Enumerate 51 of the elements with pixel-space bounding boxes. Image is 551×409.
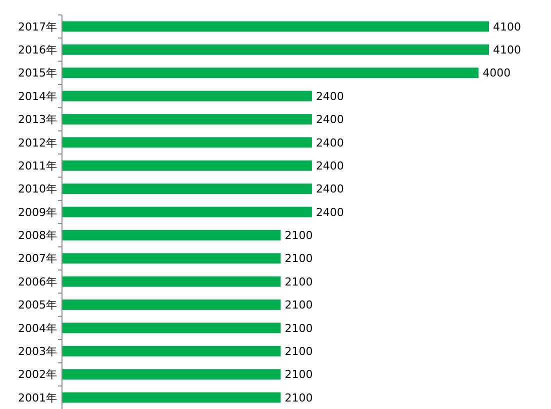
y-tick-label: 2009年 xyxy=(18,206,57,219)
data-label: 2100 xyxy=(284,275,313,288)
data-label: 2100 xyxy=(284,252,313,266)
bar xyxy=(62,160,312,171)
y-tick-label: 2003年 xyxy=(18,344,57,358)
y-tick-label: 2001年 xyxy=(18,391,57,404)
bar xyxy=(62,369,281,380)
data-label: 2100 xyxy=(284,344,313,358)
y-tick-label: 2017年 xyxy=(18,20,57,34)
data-label: 2400 xyxy=(316,113,344,126)
bar xyxy=(62,137,312,148)
bar xyxy=(62,44,489,55)
bar xyxy=(62,114,312,124)
y-tick-label: 2006年 xyxy=(18,275,57,288)
y-tick-label: 2010年 xyxy=(18,182,57,196)
data-label: 2400 xyxy=(316,159,344,172)
data-label: 2100 xyxy=(284,298,313,312)
y-tick-label: 2016年 xyxy=(18,44,57,57)
bar xyxy=(62,206,312,218)
data-label: 2400 xyxy=(316,136,344,150)
y-tick-label: 2004年 xyxy=(18,322,57,335)
data-label: 4100 xyxy=(493,20,521,34)
bar xyxy=(62,184,312,194)
y-tick-label: 2002年 xyxy=(18,368,57,382)
data-label: 2100 xyxy=(284,229,313,242)
y-tick-label: 2008年 xyxy=(18,229,57,242)
bar xyxy=(62,346,281,356)
bar xyxy=(62,253,281,264)
data-label: 2100 xyxy=(284,368,313,382)
data-label: 2100 xyxy=(284,322,313,335)
y-tick-label: 2005年 xyxy=(18,298,57,312)
data-label: 2400 xyxy=(316,182,344,196)
y-tick-label: 2014年 xyxy=(18,90,57,103)
bar xyxy=(62,68,479,78)
data-label: 2400 xyxy=(316,90,344,103)
bar xyxy=(62,276,281,287)
y-tick-label: 2013年 xyxy=(18,113,57,126)
data-label: 4100 xyxy=(493,44,521,57)
bar xyxy=(62,392,281,403)
bar xyxy=(62,90,312,102)
bar xyxy=(62,300,281,310)
bar xyxy=(62,21,489,32)
y-tick-label: 2011年 xyxy=(18,159,57,172)
y-tick-label: 2015年 xyxy=(18,66,57,80)
y-tick-label: 2007年 xyxy=(18,252,57,266)
data-label: 4000 xyxy=(482,66,511,80)
data-label: 2400 xyxy=(316,206,344,219)
data-label: 2100 xyxy=(284,391,313,404)
bar xyxy=(62,230,281,240)
bar xyxy=(62,322,281,334)
y-tick-label: 2012年 xyxy=(18,136,57,150)
